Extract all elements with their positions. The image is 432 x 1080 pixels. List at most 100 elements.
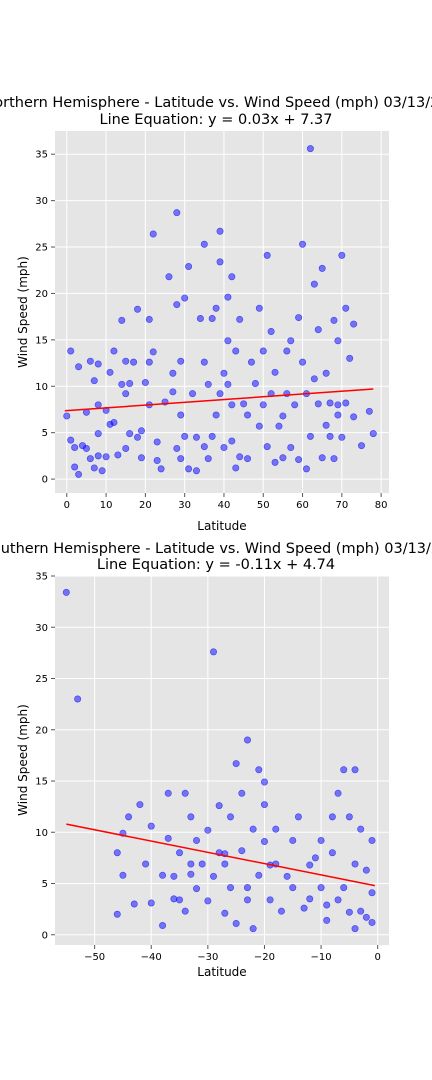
north-data-point [291,401,299,409]
north-x-tick-label: 50 [257,500,270,511]
south-data-point [226,884,234,892]
north-regression-line [64,388,374,412]
south-ticks: −50 −40 −30 −20 −10 0 0 5 10 15 20 25 30 35 [35,572,381,964]
south-data-point [306,861,314,869]
south-data-point [255,766,263,774]
south-data-point [159,922,167,930]
north-data-point [137,454,145,462]
south-data-point [323,916,331,924]
north-data-point [310,280,318,288]
north-data-point [232,464,240,472]
north-data-point [330,316,338,324]
north-data-point [173,209,181,217]
south-data-point [113,849,121,857]
north-y-tick-label: 30 [35,196,48,207]
north-data-point [90,464,98,472]
south-data-point [164,834,172,842]
north-y-tick-label: 25 [35,243,48,254]
north-data-point [141,379,149,387]
south-data-point [340,884,348,892]
north-data-point [228,273,236,281]
south-data-point [74,695,82,703]
north-ticks: 0 10 20 30 40 50 60 70 80 0 5 10 15 20 25 30 35 [35,150,387,511]
south-data-point [368,836,376,844]
north-data-point [110,418,118,426]
north-data-point [318,454,326,462]
north-data-point [322,369,330,377]
north-data-point [102,453,110,461]
south-data-point [243,896,251,904]
south-y-axis-label: Wind Speed (mph) [16,704,30,816]
north-data-point [126,430,134,438]
north-data-point [240,400,248,408]
north-data-point [306,145,314,153]
north-data-point [82,444,90,452]
north-data-point [365,407,373,415]
south-y-tick-label: 25 [35,674,48,685]
north-data-point [208,314,216,322]
north-y-tick-label: 10 [35,382,48,393]
north-data-point [208,432,216,440]
south-x-tick-label: −20 [254,952,275,963]
north-data-point [134,433,142,441]
north-data-point [334,411,342,419]
north-data-point [244,455,252,463]
north-data-point [224,337,232,345]
north-data-point [94,452,102,460]
north-data-point [263,251,271,259]
south-data-point [181,789,189,797]
north-data-point [75,470,83,478]
north-data-point [279,412,287,420]
north-data-point [118,380,126,388]
north-data-point [216,390,224,398]
south-data-point [294,813,302,821]
north-data-point [244,411,252,419]
south-data-point [232,760,240,768]
north-data-point [204,380,212,388]
south-data-point [357,907,365,915]
north-data-point [67,436,75,444]
south-data-point [362,913,370,921]
south-data-point [142,860,150,868]
north-data-point [369,430,377,438]
north-data-point [94,430,102,438]
north-data-point [350,320,358,328]
north-data-point [118,316,126,324]
south-data-point [62,588,70,596]
north-data-point [271,458,279,466]
south-data-point [204,897,212,905]
south-data-point [351,766,359,774]
north-data-point [267,327,275,335]
north-data-point [126,379,134,387]
north-data-point [157,465,165,473]
south-chart-equation: Line Equation: y = -0.11x + 4.74 [97,557,335,573]
north-y-tick-label: 20 [35,289,48,300]
north-data-point [145,358,153,366]
south-data-point [289,884,297,892]
south-data-point [260,778,268,786]
north-data-point [318,264,326,272]
north-data-point [346,354,354,362]
north-data-point [299,358,307,366]
north-data-point [196,314,204,322]
north-data-point [314,326,322,334]
north-data-point [122,444,130,452]
south-data-point [170,895,178,903]
north-data-point [326,399,334,407]
north-y-tick-label: 35 [35,150,48,161]
north-data-point [357,442,365,450]
south-data-point [226,813,234,821]
south-data-point [368,889,376,897]
south-y-tick-label: 30 [35,623,48,634]
north-data-point [130,358,138,366]
north-data-point [177,357,185,365]
north-data-point [145,315,153,323]
south-data-point [136,801,144,809]
north-data-point [216,258,224,266]
north-points [63,145,377,478]
south-data-point [328,813,336,821]
south-data-point [272,825,280,833]
north-data-point [67,347,75,355]
south-data-point [243,884,251,892]
